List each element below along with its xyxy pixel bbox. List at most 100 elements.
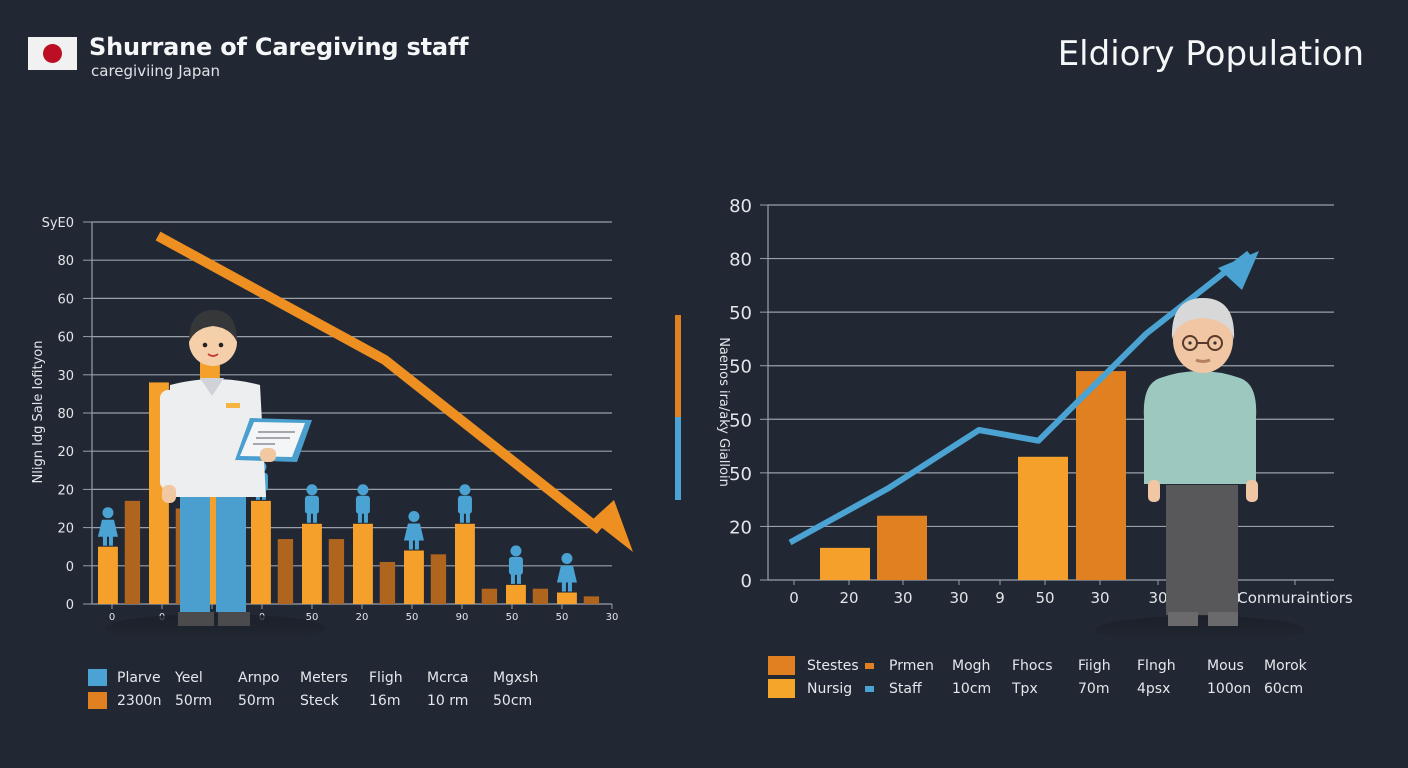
y-tick-label: SyE0 — [42, 216, 74, 231]
legend-label: Yeel — [175, 669, 203, 686]
figure-leg — [561, 581, 566, 592]
male-figure-icon — [304, 484, 319, 523]
legend-label: Mous — [1207, 657, 1244, 674]
right-legend-row: Stestes Prmen Mogh Fhocs Fiigh Flngh Mou… — [768, 654, 1307, 677]
legend-label: 4psx — [1137, 680, 1171, 697]
x-tick-label: 0 — [109, 612, 115, 623]
legend-mini-swatch-blue — [865, 685, 874, 692]
right-legend-row: Nursig Staff 10cm Tpx 70m 4psx 100on 60c… — [768, 677, 1307, 700]
figure-leg — [312, 512, 317, 523]
bar-orange — [506, 584, 526, 604]
elderly-man-illustration — [1095, 298, 1305, 644]
y-tick-label: 50 — [729, 410, 752, 431]
bar-orange — [404, 550, 424, 604]
male-figure-icon — [355, 484, 370, 523]
legend-label: Staff — [889, 680, 922, 697]
page-subtitle: caregiviing Japan — [91, 62, 221, 80]
x-tick-label: 50 — [506, 612, 519, 623]
legend-label: Tpx — [1012, 680, 1038, 697]
bar-orange — [820, 547, 870, 580]
figure-leg — [306, 512, 311, 523]
caregiver-illustration — [105, 310, 325, 642]
x-tick-label: 90 — [456, 612, 469, 623]
legend-label: 70m — [1078, 680, 1110, 697]
figure-head — [357, 484, 369, 496]
bar-orange — [455, 523, 475, 604]
y-tick-label: 50 — [729, 464, 752, 485]
right-y-axis-title: Naenos ira/aky Gialloin — [716, 337, 731, 487]
y-tick-label: 80 — [729, 250, 752, 271]
male-figure-icon — [508, 545, 523, 584]
bar-deep_orange — [1076, 371, 1126, 580]
legend-label: 60cm — [1264, 680, 1304, 697]
figure-head — [102, 507, 114, 519]
figure-dress — [556, 565, 577, 583]
figure-leg — [516, 573, 521, 584]
legend-swatch-orange — [768, 679, 795, 698]
x-tick-label: 30 — [1148, 589, 1167, 607]
y-tick-label: 20 — [57, 522, 74, 537]
figure-leg — [108, 535, 113, 546]
x-tick-label: 9 — [995, 589, 1005, 607]
y-tick-label: 50 — [729, 357, 752, 378]
left-legend-row: Plarve Yeel Arnpo Meters Fligh Mcrca Mgx… — [88, 666, 553, 689]
legend-label: Nursig — [807, 680, 853, 697]
figure-dress — [403, 523, 424, 541]
left-legend-row: 2300n 50rm 50rm Steck 16m 10 rm 50cm — [88, 689, 553, 712]
y-tick-label: 30 — [57, 369, 74, 384]
legend-label: 16m — [369, 692, 401, 709]
legend-swatch-blue — [88, 669, 107, 686]
page-title: Shurrane of Caregiving staff — [89, 33, 469, 61]
legend-label: 50rm — [175, 692, 212, 709]
figure-body — [304, 495, 319, 514]
legend-swatch-deep-orange — [768, 656, 795, 675]
y-tick-label: 80 — [57, 254, 74, 269]
bar-orange — [98, 546, 118, 604]
bar-orange — [1018, 456, 1068, 580]
x-tick-label: 30 — [606, 612, 619, 623]
legend-label: 2300n — [117, 692, 162, 709]
bar-orange — [557, 592, 577, 604]
legend-label: 10cm — [952, 680, 992, 697]
legend-label: Meters — [300, 669, 348, 686]
flag-sun — [43, 44, 62, 63]
right-chart-title: Eldiory Population — [1057, 34, 1364, 74]
bar-brown — [328, 539, 345, 604]
down-trend-arrow-line — [155, 231, 604, 534]
figure-leg — [363, 512, 368, 523]
bar-orange — [302, 523, 322, 604]
right-bars — [820, 371, 1126, 580]
bar-brown — [583, 596, 600, 604]
x-tick-label: 20 — [356, 612, 369, 623]
x-tick-label: 20 — [839, 589, 858, 607]
x-tick-label: 50 — [1035, 589, 1054, 607]
left-legend: Plarve Yeel Arnpo Meters Fligh Mcrca Mgx… — [88, 666, 553, 712]
left-y-axis-title: Nlign Idg Sale Iofityon — [31, 341, 46, 484]
figure-dress — [97, 519, 118, 537]
legend-label: Flngh — [1137, 657, 1176, 674]
figure-head — [561, 553, 573, 565]
x-tick-label: 0 — [789, 589, 799, 607]
female-figure-icon — [97, 507, 118, 546]
legend-label: Mgxsh — [493, 669, 539, 686]
legend-label: Mcrca — [427, 669, 469, 686]
bar-brown — [481, 588, 498, 604]
bar-brown — [379, 561, 396, 604]
legend-label: Steck — [300, 692, 339, 709]
right-x-ticks: 020303095030300Conmuraintiors — [789, 580, 1353, 607]
y-tick-label: 0 — [66, 598, 74, 613]
male-figure-icon — [457, 484, 472, 523]
side-indicator-blue — [675, 417, 681, 500]
figure-leg — [414, 539, 419, 550]
x-tick-label: 30 — [949, 589, 968, 607]
legend-label: Arnpo — [238, 669, 280, 686]
x-tick-label: Conmuraintiors — [1237, 589, 1353, 607]
y-tick-label: 60 — [57, 292, 74, 307]
legend-mini-swatch-orange — [865, 662, 874, 669]
legend-label: 50rm — [238, 692, 275, 709]
figure-leg — [465, 512, 470, 523]
japan-flag-icon — [28, 37, 77, 70]
figure-head — [510, 545, 522, 557]
legend-label: Fiigh — [1078, 657, 1111, 674]
